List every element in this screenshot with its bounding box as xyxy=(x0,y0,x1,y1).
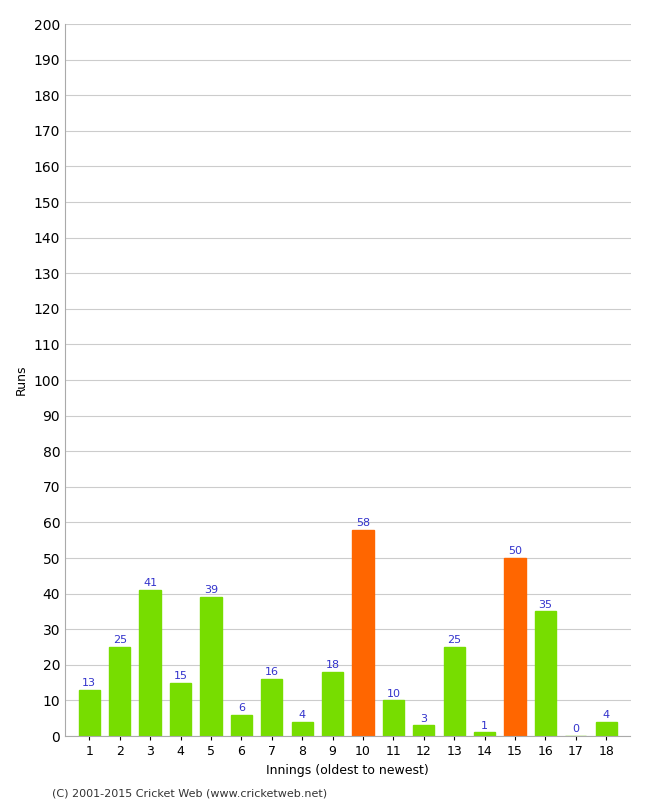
Bar xyxy=(79,690,100,736)
Text: 4: 4 xyxy=(603,710,610,720)
Text: 18: 18 xyxy=(326,660,339,670)
Text: 16: 16 xyxy=(265,667,279,678)
Text: (C) 2001-2015 Cricket Web (www.cricketweb.net): (C) 2001-2015 Cricket Web (www.cricketwe… xyxy=(52,788,327,798)
Text: 25: 25 xyxy=(447,635,462,646)
Bar xyxy=(322,672,343,736)
Bar xyxy=(595,722,617,736)
Bar xyxy=(261,679,282,736)
Text: 0: 0 xyxy=(572,724,579,734)
Bar xyxy=(413,726,434,736)
Text: 3: 3 xyxy=(421,714,427,723)
Bar xyxy=(383,701,404,736)
Bar xyxy=(352,530,374,736)
Text: 6: 6 xyxy=(238,703,245,713)
Text: 15: 15 xyxy=(174,671,188,681)
Text: 35: 35 xyxy=(538,600,552,610)
Bar xyxy=(231,714,252,736)
Bar xyxy=(109,647,131,736)
Bar xyxy=(443,647,465,736)
Bar xyxy=(170,682,191,736)
Text: 10: 10 xyxy=(386,689,400,698)
Bar xyxy=(200,597,222,736)
Text: 39: 39 xyxy=(204,586,218,595)
Text: 1: 1 xyxy=(481,721,488,730)
Bar xyxy=(535,611,556,736)
X-axis label: Innings (oldest to newest): Innings (oldest to newest) xyxy=(266,763,429,777)
Bar xyxy=(291,722,313,736)
Bar xyxy=(474,733,495,736)
Text: 50: 50 xyxy=(508,546,522,556)
Text: 58: 58 xyxy=(356,518,370,528)
Y-axis label: Runs: Runs xyxy=(15,365,28,395)
Bar xyxy=(140,590,161,736)
Text: 41: 41 xyxy=(143,578,157,588)
Text: 13: 13 xyxy=(83,678,96,688)
Text: 4: 4 xyxy=(298,710,306,720)
Text: 25: 25 xyxy=(112,635,127,646)
Bar xyxy=(504,558,526,736)
